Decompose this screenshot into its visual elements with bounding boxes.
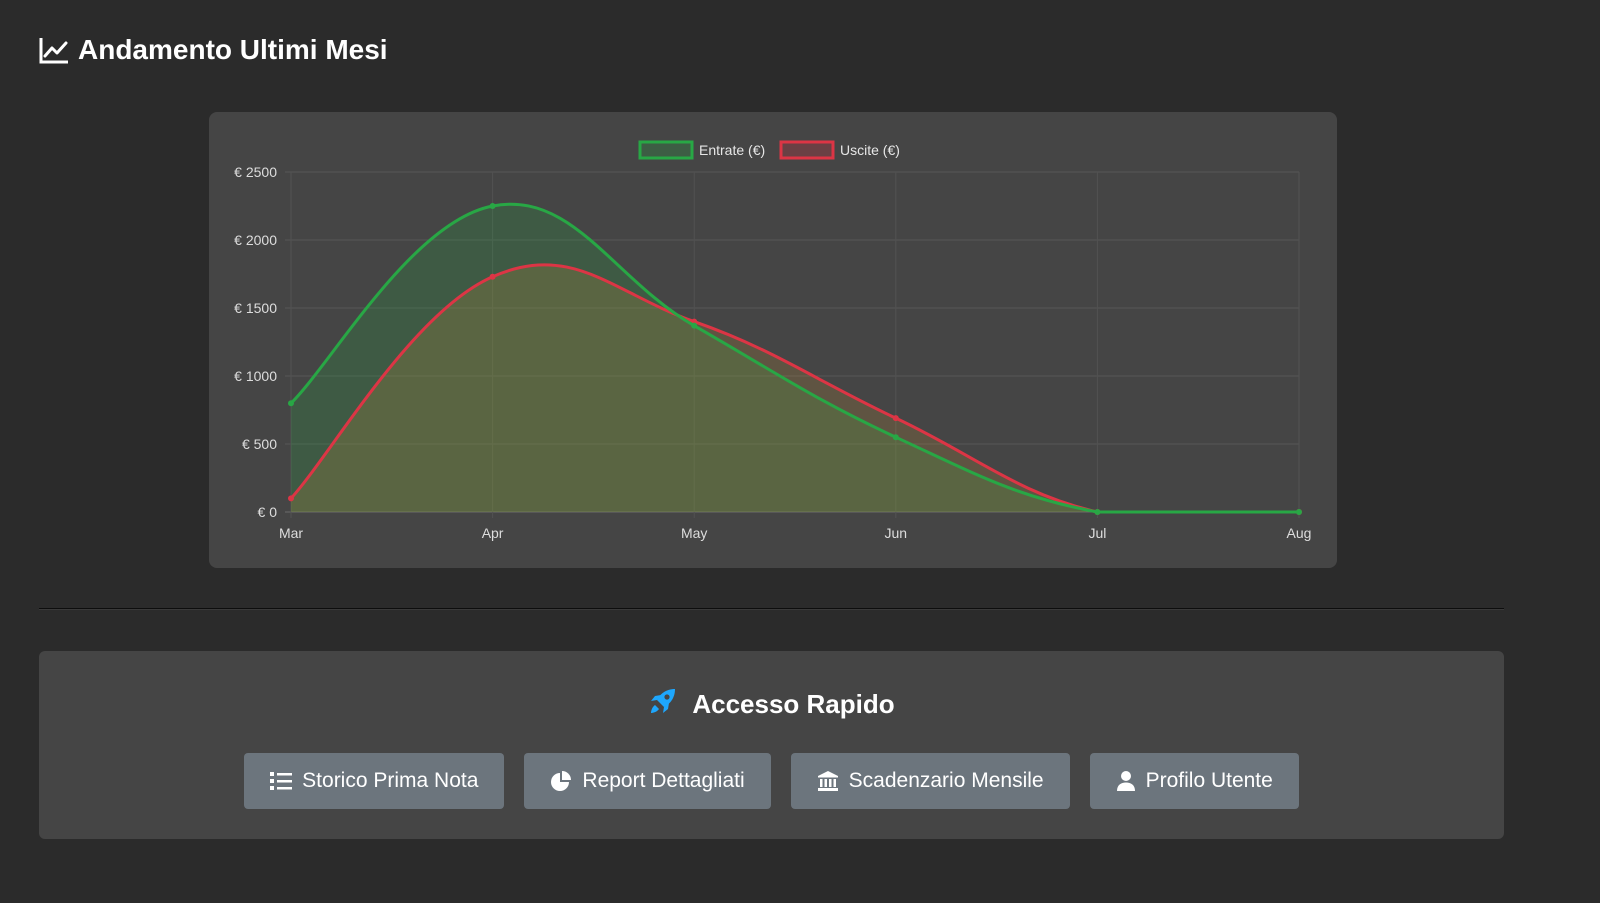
divider [39, 608, 1504, 610]
report-dettagliati-button[interactable]: Report Dettagliati [524, 753, 771, 809]
x-tick-label: May [681, 525, 707, 541]
line-chart: € 0 € 500 € 1000 € 1500 € 2000 € 2500 Mar Apr Ma… [234, 140, 1312, 541]
y-tick-label: € 500 [242, 436, 277, 452]
button-label: Storico Prima Nota [302, 769, 479, 792]
data-point [489, 273, 496, 280]
data-point [892, 434, 899, 441]
user-icon [1116, 770, 1136, 792]
y-tick-label: € 1000 [234, 368, 277, 384]
data-point [288, 495, 294, 502]
y-tick-label: € 1500 [234, 300, 277, 316]
list-icon [270, 771, 293, 791]
button-label: Report Dettagliati [582, 769, 745, 792]
data-point [489, 203, 496, 209]
pie-chart-icon [550, 770, 572, 792]
series-area [291, 204, 1299, 512]
button-label: Scadenzario Mensile [848, 769, 1044, 792]
data-point [1296, 509, 1302, 515]
chart-line-icon [39, 36, 69, 64]
data-point [691, 322, 698, 329]
chart-card: € 0 € 500 € 1000 € 1500 € 2000 € 2500 Mar Apr Ma… [209, 112, 1337, 568]
rocket-icon [648, 686, 678, 723]
x-tick-label: Jun [885, 525, 908, 541]
series-line [289, 202, 1299, 514]
section-header: Andamento Ultimi Mesi [39, 30, 388, 70]
quick-access-title: Accesso Rapido [692, 688, 895, 719]
legend-swatch [638, 140, 694, 160]
x-tick-label: Aug [1287, 525, 1312, 541]
data-point [1094, 509, 1101, 515]
y-tick-label: € 0 [258, 504, 278, 520]
quick-access-panel: Accesso Rapido Storico Prima Nota [39, 651, 1504, 839]
data-point [892, 415, 899, 422]
legend-label: Entrate (€) [699, 142, 765, 158]
button-label: Profilo Utente [1145, 769, 1273, 792]
section-title: Andamento Ultimi Mesi [78, 34, 388, 65]
series-area [291, 264, 1299, 512]
x-tick-label: Jul [1088, 525, 1106, 541]
quick-access-buttons: Storico Prima Nota Report Dettagliati [39, 753, 1504, 809]
profilo-utente-button[interactable]: Profilo Utente [1089, 753, 1299, 809]
x-tick-label: Mar [279, 525, 303, 541]
bank-icon [817, 770, 839, 792]
data-point [288, 400, 294, 407]
quick-access-header: Accesso Rapido [39, 687, 1504, 721]
y-tick-label: € 2500 [234, 164, 277, 180]
legend-swatch [779, 140, 835, 160]
storico-prima-nota-button[interactable]: Storico Prima Nota [244, 753, 505, 809]
x-tick-label: Apr [482, 525, 504, 541]
scadenzario-mensile-button[interactable]: Scadenzario Mensile [790, 753, 1070, 809]
y-tick-label: € 2000 [234, 232, 277, 248]
legend-label: Uscite (€) [840, 142, 900, 158]
